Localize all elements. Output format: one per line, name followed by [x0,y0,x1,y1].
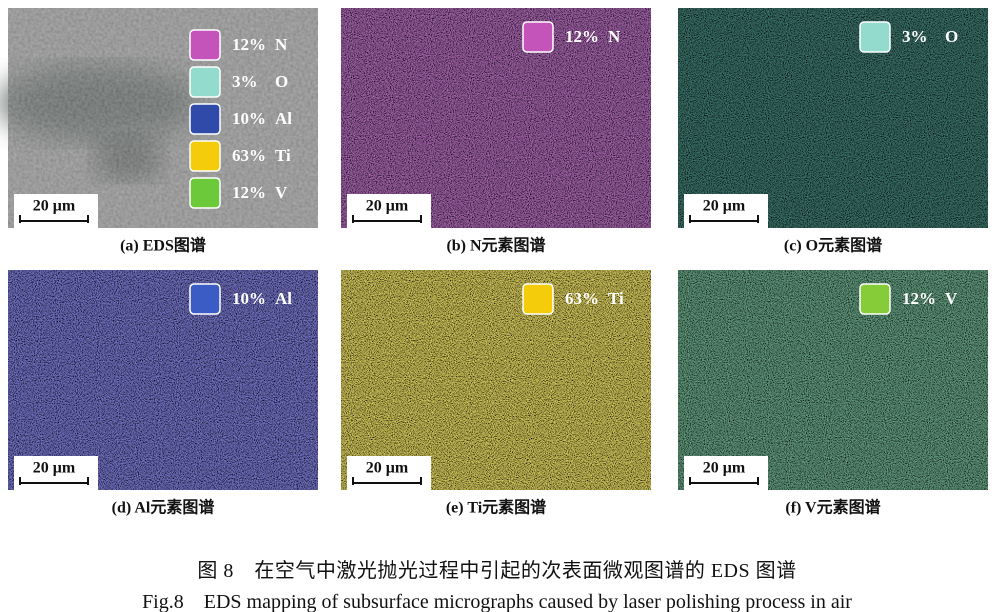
map-texture [678,8,988,228]
scale-bar-label: 20 μm [33,460,76,477]
legend-percent: 12% [565,27,599,46]
panel-caption: (a) EDS图谱 [120,236,206,255]
legend-percent: 10% [232,109,266,128]
panel-caption: (d) Al元素图谱 [112,498,215,517]
legend-element: Ti [608,289,624,308]
legend-swatch [189,140,221,172]
legend-swatch [522,21,554,53]
panels: 12% N 3% O 10% Al 63% Ti 12% V 20 μm (a) EDS图谱 12% N 2… [0,8,988,517]
scale-bar-box [347,456,431,490]
panel: 12% N 20 μm [341,8,651,228]
legend-swatch [189,177,221,209]
legend-element: V [945,289,958,308]
panel: 63% Ti 20 μm [341,270,651,490]
scale-bar-box [14,194,98,228]
legend-swatch [189,29,221,61]
legend-swatch [189,103,221,135]
legend-percent: 3% [232,72,258,91]
legend-swatch [189,283,221,315]
panel-caption: (e) Ti元素图谱 [446,498,546,517]
scale-bar-label: 20 μm [33,198,76,215]
scale-bar-box [684,456,768,490]
caption-en: Fig.8 EDS mapping of subsurface microgra… [142,591,852,612]
scale-bar-box [347,194,431,228]
scale-bar-label: 20 μm [703,460,746,477]
legend-percent: 63% [232,146,266,165]
panel: 12% V 20 μm [678,270,988,490]
panel: 12% N 3% O 10% Al 63% Ti 12% V 20 μm [0,8,318,228]
legend-percent: 63% [565,289,599,308]
legend-element: V [275,183,288,202]
legend-percent: 3% [902,27,928,46]
map-texture [341,270,651,490]
legend-element: O [275,72,288,91]
panel-caption: (c) O元素图谱 [784,236,882,255]
panel: 10% Al 20 μm [8,270,318,490]
panel: 3% O 20 μm [678,8,988,228]
legend-percent: 12% [232,35,266,54]
map-texture [341,8,651,228]
scale-bar-label: 20 μm [703,198,746,215]
panel-caption: (b) N元素图谱 [446,236,545,255]
legend-element: N [275,35,288,54]
map-texture [678,270,988,490]
legend-element: Ti [275,146,291,165]
legend-swatch [522,283,554,315]
scale-bar-box [684,194,768,228]
legend-swatch [859,283,891,315]
legend-swatch [859,21,891,53]
legend-swatch [189,66,221,98]
legend-element: Al [275,109,292,128]
panel-caption: (f) V元素图谱 [785,498,880,517]
legend-element: O [945,27,958,46]
caption-zh: 图 8 在空气中激光抛光过程中引起的次表面微观图谱的 EDS 图谱 [197,560,797,582]
scale-bar-label: 20 μm [366,460,409,477]
legend-percent: 12% [902,289,936,308]
scale-bar-label: 20 μm [366,198,409,215]
map-texture [8,8,318,228]
legend-element: Al [275,289,292,308]
map-texture [8,270,318,490]
legend-percent: 10% [232,289,266,308]
legend-percent: 12% [232,183,266,202]
legend-element: N [608,27,621,46]
scale-bar-box [14,456,98,490]
